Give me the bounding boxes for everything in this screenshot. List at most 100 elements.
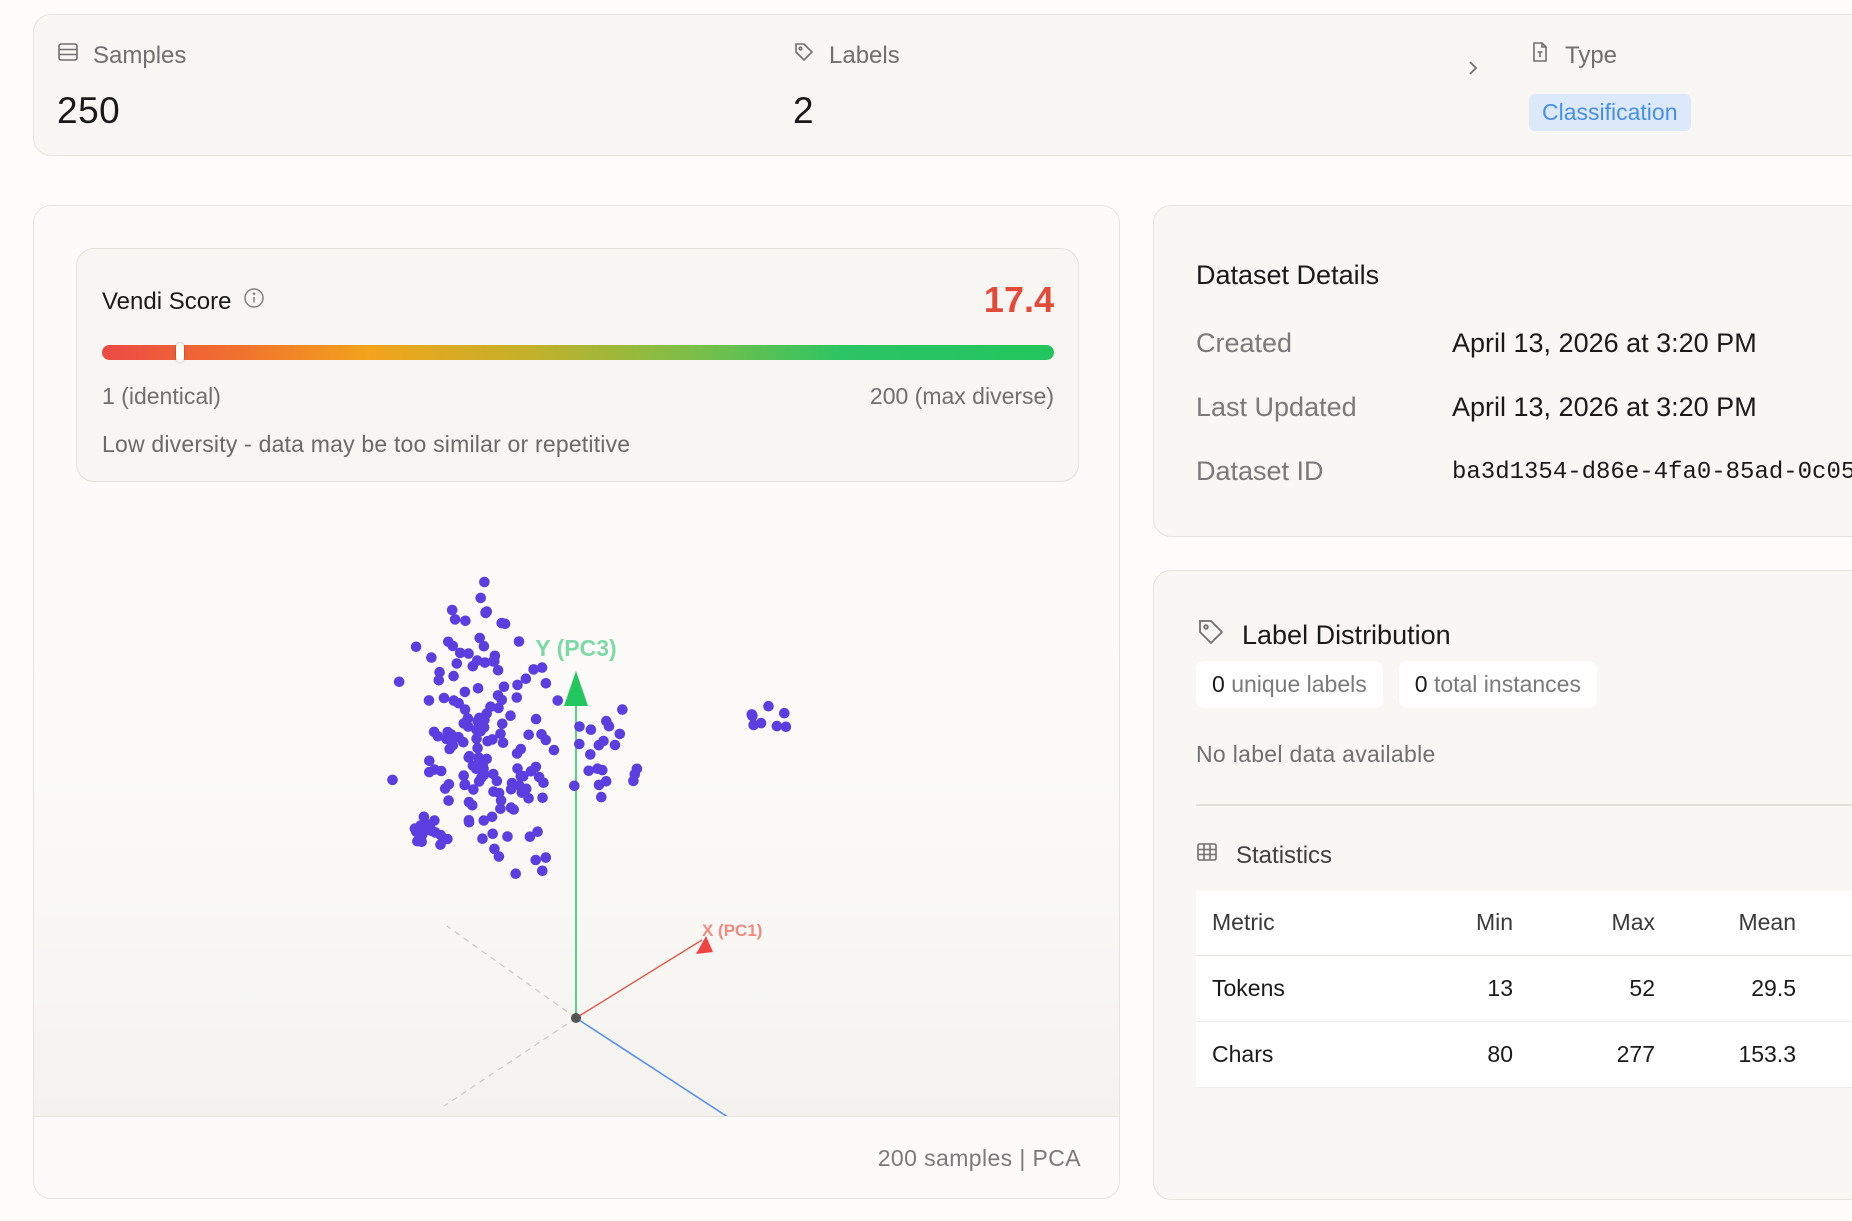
info-icon[interactable]	[243, 287, 265, 316]
scatter-point	[487, 734, 498, 745]
pca-3d-plot[interactable]: Y (PC3) X (PC1)	[34, 506, 1119, 1122]
scatter-point	[448, 695, 460, 706]
scatter-point	[438, 692, 450, 704]
stat-type-label: Type	[1565, 41, 1618, 69]
scatter-point	[478, 815, 490, 826]
plot-footer: 200 samples | PCA	[34, 1116, 1119, 1198]
scatter-point	[505, 710, 516, 721]
x-axis-label: X (PC1)	[702, 921, 762, 940]
scatter-point	[479, 657, 491, 668]
y-axis-arrowhead	[564, 671, 588, 706]
scatter-point	[585, 724, 597, 735]
created-value: April 13, 2026 at 3:20 PM	[1452, 328, 1757, 358]
diversity-panel: Vendi Score 17.4 1 (identical) 200 (max …	[33, 205, 1120, 1199]
stat-type: Type Classification	[1529, 41, 1691, 131]
scatter-point	[429, 815, 440, 826]
scatter-point	[780, 721, 792, 733]
scatter-point	[491, 775, 503, 787]
x-axis-negative	[446, 925, 577, 1019]
stats-bar: Samples 250 Labels 2 Type Classificatio	[33, 14, 1852, 156]
scatter-points	[387, 576, 792, 879]
grid-icon	[1196, 841, 1218, 870]
scatter-point	[513, 636, 525, 647]
stat-samples-value: 250	[57, 90, 121, 131]
scatter-point	[537, 865, 548, 877]
scatter-point	[574, 738, 585, 750]
scatter-point	[528, 664, 539, 675]
vendi-message: Low diversity - data may be too similar …	[102, 431, 631, 457]
column-header-min: Min	[1386, 891, 1513, 956]
scatter-point	[609, 739, 621, 751]
scatter-point	[460, 615, 471, 627]
scatter-point	[583, 765, 594, 777]
scatter-point	[492, 665, 504, 676]
unique-labels-count: 0	[1212, 671, 1225, 697]
row-max: 277	[1513, 1021, 1655, 1088]
scatter-point	[410, 641, 422, 653]
column-header-max: Max	[1513, 891, 1655, 956]
scatter-point	[448, 670, 459, 682]
stat-samples: Samples 250	[57, 41, 186, 132]
scatter-point	[499, 618, 511, 630]
scatter-point	[747, 710, 758, 722]
scatter-point	[477, 833, 488, 844]
unique-labels-chip: 0 unique labels	[1196, 661, 1383, 708]
scatter-point	[748, 719, 759, 731]
scatter-point	[446, 604, 458, 616]
tag-icon	[1196, 617, 1226, 654]
plot-footer-text: 200 samples | PCA	[877, 1145, 1081, 1171]
scatter-point	[443, 795, 454, 806]
scatter-point	[485, 701, 496, 712]
scatter-point	[532, 826, 543, 837]
table-row: Tokens 13 52 29.5	[1196, 955, 1852, 1022]
scatter-point	[422, 824, 433, 836]
scatter-point	[585, 749, 596, 760]
dataset-details-card: Dataset Details Created April 13, 2026 a…	[1153, 205, 1852, 537]
scatter-point	[479, 576, 490, 588]
scatter-point	[478, 763, 489, 775]
chevron-right-icon[interactable]	[1462, 57, 1484, 79]
scatter-point	[497, 737, 509, 748]
divider	[1196, 804, 1852, 806]
scatter-point	[393, 676, 405, 688]
scatter-point	[617, 704, 628, 715]
vendi-score-card: Vendi Score 17.4 1 (identical) 200 (max …	[76, 248, 1079, 482]
dataset-id-label: Dataset ID	[1196, 456, 1324, 486]
vendi-gradient-bar	[102, 343, 1054, 362]
total-instances-chip: 0 total instances	[1398, 661, 1597, 708]
scatter-point	[409, 823, 421, 834]
scatter-point	[614, 728, 626, 740]
scatter-point	[472, 742, 483, 754]
label-chips: 0 unique labels 0 total instances	[1196, 661, 1597, 708]
column-header-mean: Mean	[1655, 891, 1796, 956]
scatter-point	[489, 656, 500, 667]
dataset-id-value[interactable]: ba3d1354-d86e-4fa0-85ad-0c05	[1452, 459, 1852, 486]
scatter-point	[467, 760, 479, 771]
last-updated-label: Last Updated	[1196, 392, 1357, 422]
scatter-point	[478, 640, 490, 652]
type-badge: Classification	[1529, 94, 1691, 131]
scatter-point	[530, 713, 542, 725]
scatter-point	[472, 715, 483, 727]
scatter-point	[434, 666, 445, 678]
scatter-point	[463, 648, 474, 659]
vendi-min-label: 1 (identical)	[102, 383, 221, 409]
z-axis-negative	[443, 1017, 577, 1107]
scatter-point	[498, 681, 510, 692]
scatter-point	[463, 752, 475, 763]
scatter-point	[474, 632, 486, 644]
scatter-point	[441, 733, 452, 745]
scatter-point	[467, 800, 478, 811]
scatter-point	[508, 804, 519, 815]
scatter-point	[524, 831, 536, 842]
scatter-point	[593, 779, 605, 791]
row-mean: 153.3	[1655, 1021, 1796, 1088]
scatter-point	[416, 836, 428, 848]
scatter-point	[489, 843, 500, 855]
scatter-point	[463, 816, 475, 828]
scatter-point	[510, 868, 521, 879]
scatter-point	[520, 673, 532, 684]
scatter-point	[779, 707, 790, 719]
column-header-overflow	[1796, 891, 1852, 956]
scatter-point	[598, 735, 609, 747]
